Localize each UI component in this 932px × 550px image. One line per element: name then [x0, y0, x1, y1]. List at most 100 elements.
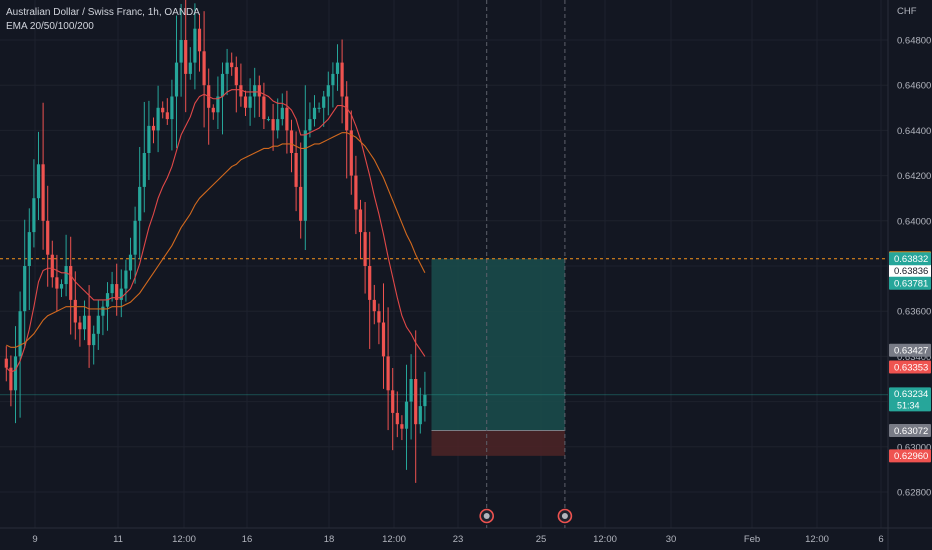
- price-axis-label: [889, 387, 931, 412]
- candle-body: [151, 125, 156, 131]
- x-tick-label: Feb: [744, 534, 760, 545]
- candle-body: [423, 394, 427, 407]
- candle-body: [202, 51, 206, 86]
- chart-legend: Australian Dollar / Swiss Franc, 1h, OAN…: [6, 6, 200, 34]
- currency-label: CHF: [897, 6, 917, 17]
- price-axis-label-text: 0.63427: [894, 346, 928, 357]
- price-axis-label: [889, 264, 931, 278]
- price-axis-label-text: 0.63072: [894, 426, 928, 437]
- x-tick-label: 12:00: [382, 534, 406, 545]
- candle-body: [161, 107, 165, 113]
- x-tick-label: 18: [324, 534, 335, 545]
- event-marker-dot-icon: [483, 513, 490, 519]
- candle-body: [9, 367, 13, 391]
- y-tick-label: 0.63600: [897, 307, 931, 318]
- y-tick-label: 0.64200: [897, 171, 931, 182]
- x-tick-label: 12:00: [593, 534, 617, 545]
- x-tick-label: 9: [32, 534, 37, 545]
- countdown-label: 51:34: [897, 400, 920, 410]
- y-tick-label: 0.62800: [897, 488, 931, 499]
- candle-body: [239, 85, 243, 97]
- candle-body: [299, 186, 303, 221]
- candle-body: [276, 119, 280, 131]
- candle-body: [133, 220, 137, 255]
- candle-body: [230, 62, 234, 68]
- x-tick-label: 6: [878, 534, 883, 545]
- profit-zone[interactable]: [431, 258, 565, 431]
- y-tick-label: 0.63400: [897, 352, 931, 363]
- candle-body: [4, 358, 8, 368]
- candle-body: [404, 401, 409, 429]
- y-tick-label: 0.64400: [897, 126, 931, 137]
- candle-body: [303, 130, 307, 221]
- candle-body: [13, 356, 18, 391]
- candle-body: [142, 153, 146, 187]
- y-tick-label: 0.64800: [897, 36, 931, 47]
- candle-body: [87, 315, 91, 346]
- candle-body: [124, 270, 128, 289]
- candle-body: [381, 322, 386, 357]
- candle-body: [285, 107, 289, 131]
- candle-body: [322, 96, 326, 108]
- y-tick-label: 0.63000: [897, 442, 931, 453]
- candle-body: [409, 379, 413, 402]
- price-axis-label-text: 0.62960: [894, 451, 928, 462]
- price-axis-label: [889, 360, 931, 374]
- ema-fast-line: [5, 89, 426, 373]
- candle-body: [345, 96, 349, 131]
- x-tick-label: 30: [666, 534, 677, 545]
- candle-body: [400, 424, 404, 429]
- candle-body: [59, 284, 64, 289]
- candle-body: [326, 85, 330, 97]
- candle-body: [386, 356, 390, 391]
- candle-body: [372, 299, 376, 312]
- candle-body: [248, 96, 252, 108]
- candle-body: [197, 28, 202, 52]
- candle-body: [115, 284, 119, 300]
- candle-body: [156, 107, 160, 131]
- candle-body: [96, 315, 100, 334]
- candle-body: [216, 96, 220, 113]
- symbol-title: Australian Dollar / Swiss Franc, 1h, OAN…: [6, 7, 200, 18]
- candle-body: [184, 40, 188, 74]
- candle-body: [253, 85, 257, 97]
- event-marker-dot-icon: [561, 513, 568, 519]
- candle-body: [18, 311, 22, 357]
- candle-body: [225, 62, 229, 74]
- candle-body: [317, 107, 321, 109]
- candle-body: [363, 232, 367, 266]
- candle-body: [179, 40, 183, 63]
- candle-body: [312, 107, 317, 120]
- x-tick-label: 16: [242, 534, 253, 545]
- candle-body: [308, 119, 312, 131]
- candle-body: [92, 333, 96, 346]
- price-axis-label: [889, 252, 931, 266]
- candle-body: [69, 266, 73, 300]
- price-axis-label: [889, 343, 931, 357]
- candle-body: [119, 288, 123, 300]
- price-axis-label: [889, 449, 931, 463]
- candle-body: [110, 284, 114, 294]
- price-axis-label-text: 0.63832: [894, 254, 928, 265]
- candle-body: [188, 62, 192, 74]
- candle-body: [266, 119, 271, 121]
- candle-body: [414, 379, 418, 425]
- candle-body: [368, 266, 372, 300]
- price-axis-label-text: 0.63353: [894, 362, 928, 373]
- candle-body: [280, 107, 284, 120]
- y-tick-label: 0.64600: [897, 81, 931, 92]
- candle-body: [395, 412, 399, 425]
- candle-body: [32, 198, 36, 233]
- candle-body: [165, 112, 169, 120]
- candle-body: [147, 125, 151, 153]
- candle-body: [340, 62, 344, 97]
- x-tick-label: 12:00: [172, 534, 196, 545]
- price-axis-label: [889, 276, 931, 290]
- candle-body: [101, 306, 105, 316]
- candle-body: [220, 73, 225, 97]
- x-tick-label: 25: [536, 534, 547, 545]
- candle-body: [41, 164, 45, 221]
- candle-body: [50, 254, 54, 278]
- loss-zone[interactable]: [431, 430, 565, 456]
